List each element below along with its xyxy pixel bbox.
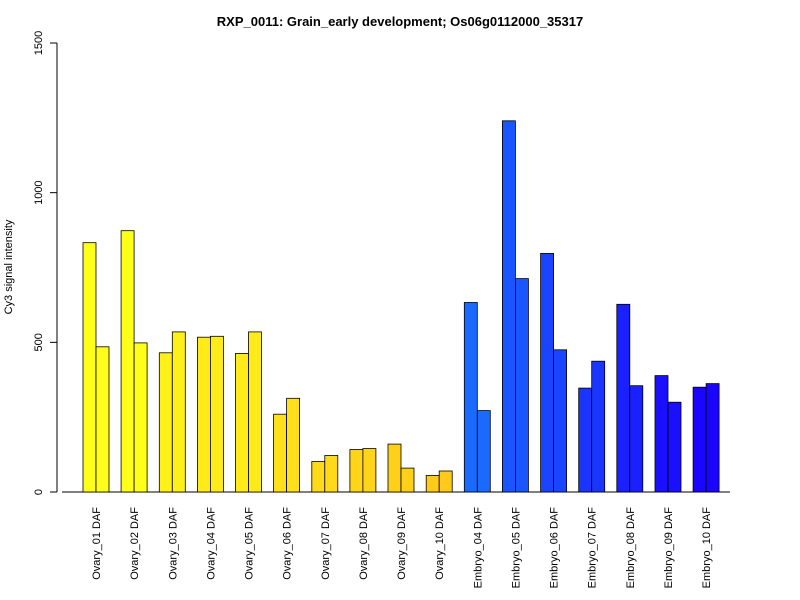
x-tick-label: Ovary_05 DAF (244, 507, 256, 580)
bar (438, 470, 453, 493)
bar (120, 230, 135, 493)
bar (667, 401, 682, 493)
y-axis-label: Cy3 signal intensity (3, 219, 15, 314)
x-tick-label: Ovary_01 DAF (91, 507, 103, 580)
y-tick-label: 0 (33, 489, 45, 495)
x-tick-label: Ovary_08 DAF (358, 507, 370, 580)
y-tick-label: 1500 (33, 31, 45, 55)
y-tick-label: 500 (33, 333, 45, 351)
x-tick-label: Embryo_06 DAF (549, 507, 561, 589)
bar (171, 331, 186, 493)
x-tick-label: Embryo_09 DAF (663, 507, 675, 589)
x-tick-label: Ovary_04 DAF (205, 507, 217, 580)
x-tick-label: Embryo_10 DAF (701, 507, 713, 589)
bar (248, 331, 262, 493)
bar (133, 342, 148, 493)
bar (158, 352, 173, 493)
bar (501, 120, 516, 493)
y-tick-label: 1000 (33, 180, 45, 204)
bar (235, 352, 249, 493)
bar (705, 383, 720, 493)
bar (95, 346, 110, 493)
bar (578, 387, 593, 493)
bar (286, 397, 301, 493)
x-tick-label: Ovary_09 DAF (396, 507, 408, 580)
bar (553, 349, 567, 493)
bar (273, 413, 288, 493)
x-tick-label: Embryo_08 DAF (625, 507, 637, 589)
bar (654, 375, 669, 493)
x-tick-label: Ovary_10 DAF (434, 507, 446, 580)
bar (349, 449, 364, 493)
bar (591, 360, 606, 493)
bar (82, 242, 97, 493)
bar (540, 252, 554, 493)
bar (616, 303, 631, 493)
bar (362, 448, 377, 493)
bar (387, 443, 402, 493)
x-tick-label: Embryo_05 DAF (510, 507, 522, 589)
x-tick-label: Embryo_04 DAF (472, 507, 484, 589)
bars (62, 120, 730, 493)
bar (476, 410, 491, 493)
bar (692, 386, 707, 493)
bar (629, 385, 644, 493)
x-tick-label: Ovary_06 DAF (282, 507, 294, 580)
bar (324, 455, 339, 493)
bar (515, 278, 529, 493)
y-axis: 0 500 1000 1500 (33, 31, 58, 495)
bar (209, 335, 224, 493)
chart-title: RXP_0011: Grain_early development; Os06g… (217, 14, 583, 29)
bar (196, 336, 211, 493)
x-tick-label: Ovary_03 DAF (167, 507, 179, 580)
x-tick-label: Embryo_07 DAF (587, 507, 599, 589)
x-tick-label: Ovary_07 DAF (320, 507, 332, 580)
x-tick-label: Ovary_02 DAF (129, 507, 141, 580)
bar (463, 302, 478, 493)
bar (311, 461, 326, 493)
bar (400, 467, 415, 493)
bar (425, 475, 440, 493)
x-tick-labels: Ovary_01 DAF Ovary_02 DAF Ovary_03 DAF Ovar… (91, 507, 713, 589)
